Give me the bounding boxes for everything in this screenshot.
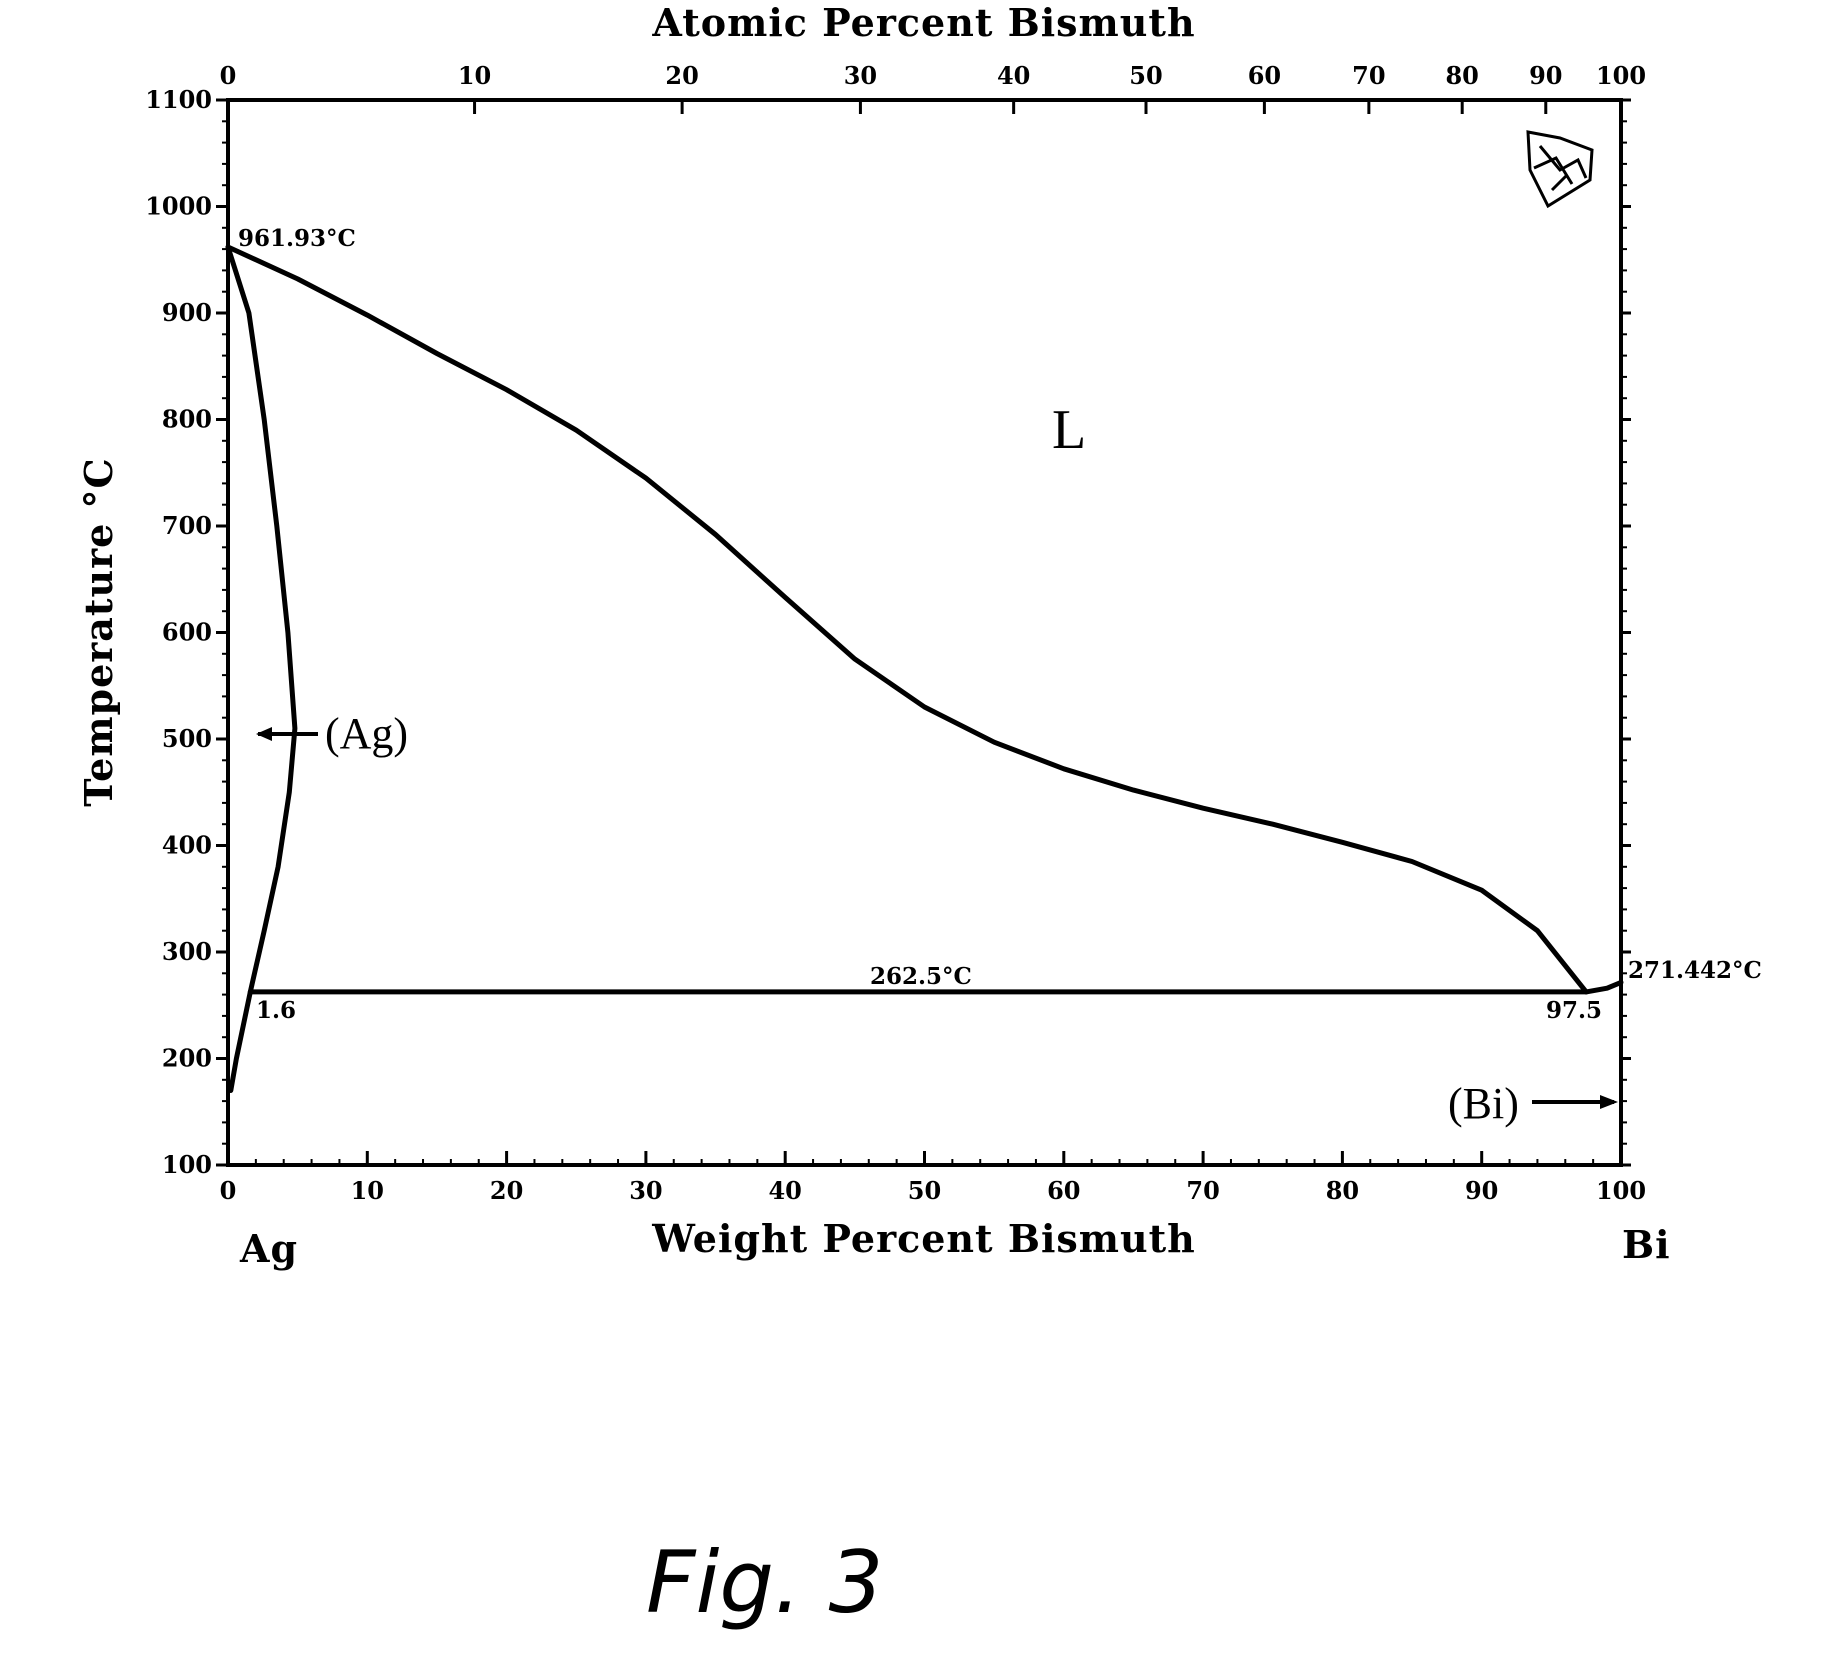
y-tick-label: 1000 bbox=[145, 192, 212, 221]
x-bottom-tick-label: 30 bbox=[629, 1176, 662, 1205]
plot-frame bbox=[226, 98, 1623, 1167]
x-top-tick-label: 80 bbox=[1445, 61, 1478, 90]
y-tick-label: 800 bbox=[162, 405, 212, 434]
tick-marks bbox=[216, 98, 1631, 1167]
x-top-tick-label: 70 bbox=[1352, 61, 1385, 90]
y-tick-labels: 1100 1000 900 800 700 600 500 400 300 200 100 bbox=[145, 85, 212, 1179]
crystal-logo-icon bbox=[1526, 130, 1594, 209]
bi-melting-label: 271.442°C bbox=[1628, 957, 1762, 984]
x-top-tick-label: 10 bbox=[458, 61, 491, 90]
x-bottom-tick-label: 100 bbox=[1596, 1176, 1646, 1205]
y-tick-label: 600 bbox=[162, 618, 212, 647]
left-element-label: Ag bbox=[239, 1226, 298, 1271]
x-bottom-tick-label: 40 bbox=[768, 1176, 801, 1205]
x-top-tick-labels: 0 10 20 30 40 50 60 70 80 90 100 bbox=[220, 61, 1646, 90]
figure-caption: Fig. 3 bbox=[646, 1533, 883, 1633]
x-bottom-tick-label: 60 bbox=[1047, 1176, 1080, 1205]
x-bottom-axis-title: Weight Percent Bismuth bbox=[651, 1216, 1196, 1261]
y-tick-label: 900 bbox=[162, 298, 212, 327]
y-axis-title: Temperature °C bbox=[76, 457, 121, 807]
x-top-tick-label: 90 bbox=[1529, 61, 1562, 90]
liquidus-curve bbox=[225, 244, 1589, 995]
bi-liquidus-curve bbox=[1583, 979, 1624, 995]
x-bottom-tick-label: 70 bbox=[1186, 1176, 1219, 1205]
ag-region-arrow bbox=[256, 727, 318, 741]
x-top-tick-label: 40 bbox=[997, 61, 1030, 90]
x-top-tick-label: 0 bbox=[220, 61, 237, 90]
x-bottom-tick-label: 50 bbox=[908, 1176, 941, 1205]
x-top-tick-label: 100 bbox=[1596, 61, 1646, 90]
y-tick-label: 200 bbox=[162, 1044, 212, 1073]
x-top-tick-label: 20 bbox=[665, 61, 698, 90]
y-tick-label: 300 bbox=[162, 937, 212, 966]
right-element-label: Bi bbox=[1622, 1222, 1671, 1267]
y-tick-label: 100 bbox=[162, 1150, 212, 1179]
x-bottom-tick-labels: 0 10 20 30 40 50 60 70 80 90 100 bbox=[220, 1176, 1646, 1205]
bi-region-arrow bbox=[1532, 1095, 1618, 1109]
bi-region-label: (Bi) bbox=[1448, 1079, 1519, 1128]
x-bottom-tick-label: 90 bbox=[1465, 1176, 1498, 1205]
x-bottom-tick-label: 20 bbox=[490, 1176, 523, 1205]
eutectic-temp-label: 262.5°C bbox=[870, 963, 972, 990]
solvus-curve bbox=[225, 244, 298, 1093]
x-top-tick-label: 30 bbox=[844, 61, 877, 90]
x-top-tick-label: 50 bbox=[1129, 61, 1162, 90]
x-bottom-tick-label: 80 bbox=[1326, 1176, 1359, 1205]
ag-region-label: (Ag) bbox=[325, 709, 408, 758]
x-bottom-tick-label: 10 bbox=[351, 1176, 384, 1205]
y-tick-label: 400 bbox=[162, 831, 212, 860]
ag-melting-label: 961.93°C bbox=[238, 225, 356, 252]
y-tick-label: 1100 bbox=[145, 85, 212, 114]
x-top-axis-title: Atomic Percent Bismuth bbox=[651, 0, 1195, 45]
y-tick-label: 700 bbox=[162, 511, 212, 540]
y-tick-label: 500 bbox=[162, 724, 212, 753]
liquid-region-label: L bbox=[1052, 399, 1086, 461]
ag-solubility-label: 1.6 bbox=[256, 997, 296, 1024]
x-bottom-tick-label: 0 bbox=[220, 1176, 237, 1205]
eutectic-comp-label: 97.5 bbox=[1546, 997, 1602, 1024]
phase-boundaries bbox=[225, 244, 1624, 1093]
x-top-tick-label: 60 bbox=[1248, 61, 1281, 90]
